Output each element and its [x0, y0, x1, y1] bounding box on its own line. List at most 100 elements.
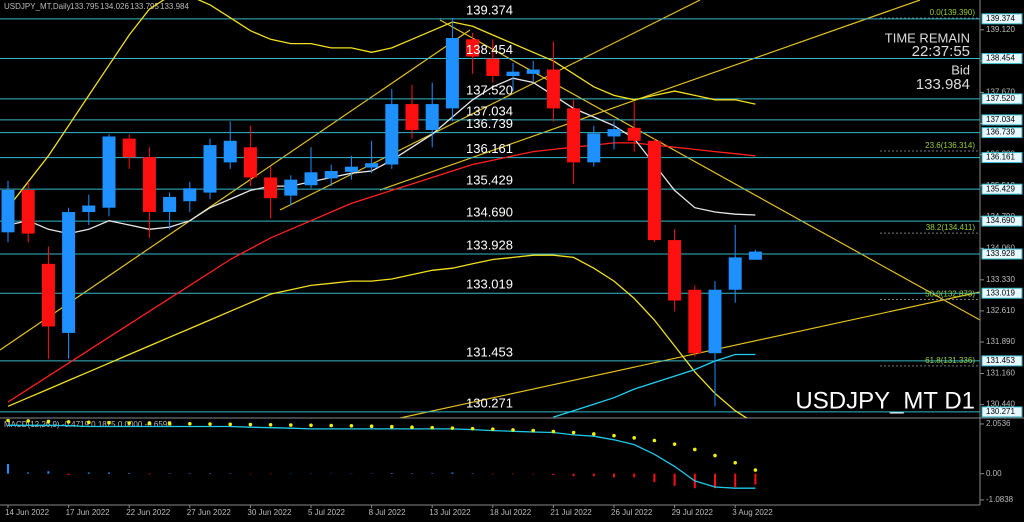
candle-body [587, 133, 601, 163]
trendline [379, 0, 921, 191]
level-axis-label: 136.739 [986, 128, 1015, 137]
y-tick-label: 139.120 [986, 25, 1015, 34]
signal-dot [410, 425, 414, 430]
level-axis-label: 135.429 [986, 184, 1015, 193]
level-axis-label: 137.520 [986, 94, 1015, 103]
bid-label: Bid [951, 62, 970, 77]
signal-dot [26, 419, 31, 423]
signal-dot [66, 420, 71, 424]
signal-dot [107, 421, 111, 425]
level-label: 136.739 [466, 116, 513, 131]
signal-dot [652, 438, 657, 443]
signal-dot [511, 428, 515, 432]
candle-body [102, 136, 116, 208]
signal-dot [349, 423, 354, 428]
candle-body [405, 104, 419, 130]
level-label: 131.453 [466, 344, 513, 359]
header-open: 133.795 [70, 2, 99, 11]
y-tick-label: 131.890 [986, 337, 1015, 346]
y-tick-label: 132.610 [986, 306, 1015, 315]
signal-dot [470, 426, 475, 431]
level-axis-box [981, 215, 1023, 227]
signal-dot [309, 423, 313, 428]
fib-label: 61.8(131.336) [925, 356, 975, 365]
level-axis-box [981, 287, 1023, 299]
candle-body [728, 257, 742, 290]
y-tick-label: 133.330 [986, 275, 1015, 284]
candle-body [708, 289, 722, 354]
level-label: 130.271 [466, 395, 513, 410]
signal-dot [127, 421, 131, 425]
signal-dot [390, 424, 394, 429]
level-axis-box [981, 248, 1023, 260]
signal-dot [713, 453, 717, 458]
level-axis-box [981, 127, 1023, 139]
x-tick-label: 18 Jul 2022 [490, 508, 532, 517]
signal-dot [491, 427, 495, 431]
time-remain-label: TIME REMAIN [885, 30, 970, 45]
level-axis-label: 139.374 [986, 14, 1015, 23]
x-tick-label: 17 Jun 2022 [66, 508, 111, 517]
candle-body [567, 108, 581, 163]
x-tick-label: 3 Aug 2022 [732, 508, 773, 517]
trendline [399, 291, 980, 418]
signal-dot [531, 428, 535, 433]
candle-body [163, 196, 177, 213]
header-high: 134.026 [100, 2, 129, 11]
x-tick-label: 21 Jul 2022 [550, 508, 592, 517]
candle-body [466, 39, 480, 57]
level-axis-box [981, 152, 1023, 164]
candle-body [142, 157, 156, 213]
signal-dot [551, 429, 556, 434]
candle-body [445, 38, 459, 109]
y-tick-label: 131.160 [986, 369, 1015, 378]
signal-dot [693, 447, 697, 452]
indicator-line [553, 353, 756, 418]
header-close: 133.984 [160, 2, 189, 11]
signal-dot [46, 419, 51, 424]
y-tick-label: 134.060 [986, 243, 1015, 252]
signal-dot [329, 423, 334, 428]
candle-body [627, 127, 641, 141]
level-label: 137.034 [466, 103, 513, 118]
candle-body [486, 58, 500, 76]
indicator-line [7, 254, 748, 418]
fib-label: 38.2(134.411) [926, 223, 976, 232]
fib-label: 50.0(132.873) [925, 290, 975, 299]
x-tick-label: 26 Jul 2022 [611, 508, 653, 517]
indicator-line [7, 0, 756, 209]
level-label: 133.928 [466, 237, 513, 252]
x-tick-label: 22 Jun 2022 [126, 508, 171, 517]
candle-body [223, 140, 237, 163]
candle-body [1, 190, 15, 233]
candle-body [284, 179, 298, 196]
candle-body [365, 163, 379, 168]
signal-dot [147, 421, 152, 426]
candle-body [122, 138, 136, 158]
y-tick-label: 0.00 [986, 469, 1002, 478]
candle-body [324, 171, 338, 179]
x-tick-label: 8 Jul 2022 [369, 508, 406, 517]
candle-body [344, 166, 358, 172]
signal-dot [571, 430, 576, 435]
candle-body [668, 240, 682, 301]
candle-body [425, 104, 439, 130]
candle-body [526, 69, 540, 74]
level-label: 135.429 [466, 173, 513, 188]
level-axis-label: 131.453 [986, 356, 1015, 365]
candle-body [688, 289, 702, 354]
signal-dot [612, 433, 616, 438]
signal-dot [369, 424, 374, 429]
signal-dot [208, 422, 212, 426]
level-axis-label: 134.690 [986, 216, 1015, 225]
candle-body [203, 145, 217, 193]
candle-body [748, 251, 762, 260]
y-tick-label: 137.670 [986, 88, 1015, 97]
fib-label: 0.0(139.390) [930, 8, 976, 17]
macd-plot [6, 419, 758, 489]
main-plot [0, 0, 980, 418]
level-axis-box [981, 406, 1023, 418]
y-tick-label: -1.0838 [986, 495, 1014, 504]
level-axis-label: 130.271 [986, 407, 1015, 416]
